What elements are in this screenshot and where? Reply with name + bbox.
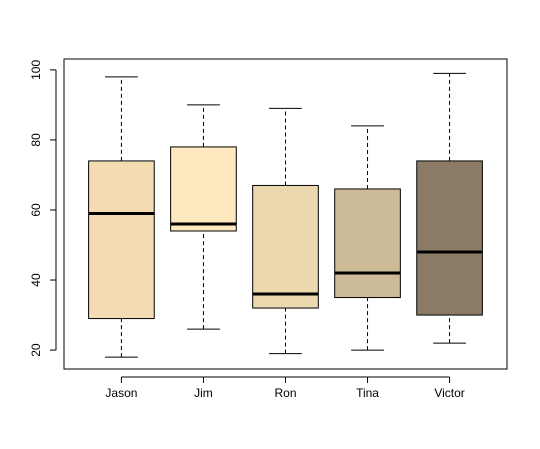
- box: [170, 146, 237, 232]
- x-tick-label: Jim: [194, 386, 213, 400]
- box: [252, 184, 319, 309]
- box: [416, 160, 483, 316]
- y-tick-label: 60: [29, 203, 43, 217]
- box: [334, 188, 401, 299]
- y-tick-label: 80: [29, 133, 43, 147]
- x-tick-label: Ron: [274, 386, 296, 400]
- x-tick-label: Tina: [356, 386, 379, 400]
- x-tick-label: Victor: [434, 386, 464, 400]
- plot-frame: [63, 58, 508, 370]
- y-tick-label: 20: [29, 343, 43, 357]
- box: [88, 160, 155, 320]
- y-tick-label: 100: [29, 60, 43, 80]
- y-tick-label: 40: [29, 273, 43, 287]
- x-tick-label: Jason: [105, 386, 137, 400]
